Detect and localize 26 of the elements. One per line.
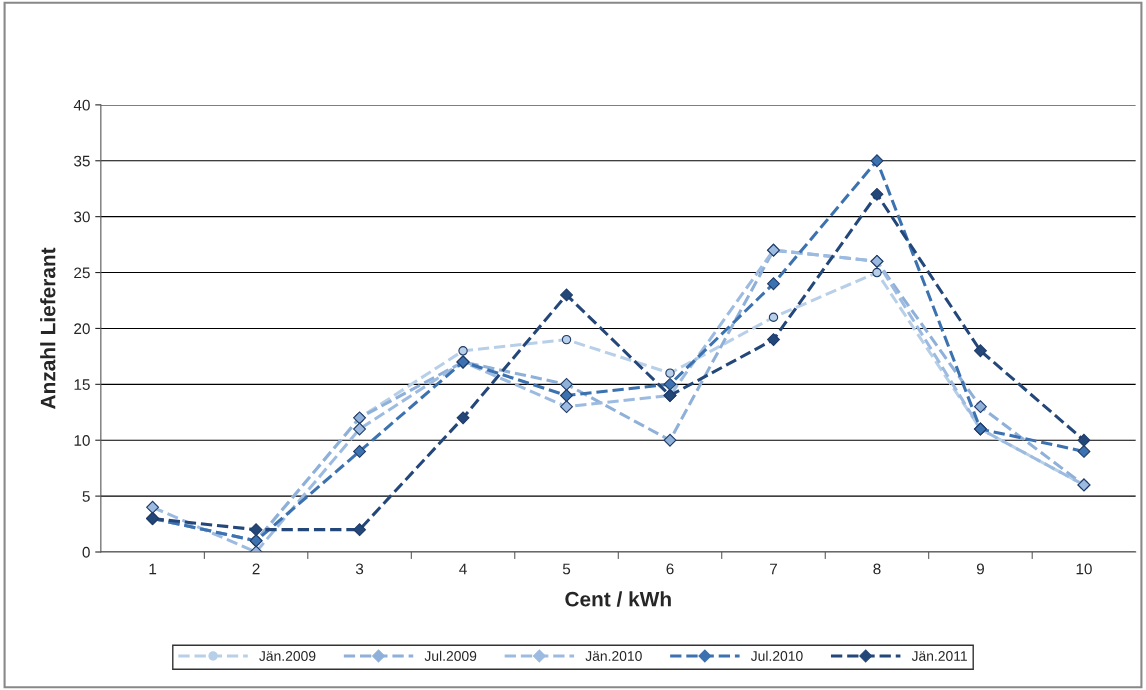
x-tick-label: 2: [252, 563, 260, 575]
y-tick-label: 25: [74, 267, 90, 279]
y-tick-label: 0: [82, 546, 90, 558]
y-axis-title: Anzahl Lieferant: [40, 247, 56, 409]
y-tick-label: 30: [74, 211, 90, 223]
y-tick-label: 5: [82, 491, 90, 502]
y-tick-label: 15: [74, 379, 90, 391]
x-tick-label: 9: [976, 563, 984, 575]
x-tick-label: 4: [459, 563, 467, 575]
legend-label: Jul.2010: [750, 650, 803, 661]
legend-label: Jän.2009: [259, 651, 316, 661]
y-tick-label: 35: [74, 155, 90, 167]
legend-label: Jän.2011: [911, 651, 967, 661]
x-tick-label: 1: [149, 563, 157, 575]
x-tick-label: 7: [770, 563, 777, 575]
x-tick-label: 8: [873, 563, 881, 575]
x-axis-title: Cent / kWh: [565, 591, 671, 607]
y-tick-label: 20: [74, 323, 90, 335]
x-tick-label: 10: [1076, 563, 1092, 575]
legend-label: Jän.2010: [585, 651, 642, 661]
x-tick-label: 3: [355, 563, 364, 575]
x-tick-label: 6: [666, 563, 674, 575]
y-tick-label: 40: [73, 99, 90, 111]
legend-label: Jul.2009: [424, 650, 477, 661]
x-tick-label: 5: [562, 563, 571, 575]
y-tick-label: 10: [74, 435, 90, 446]
